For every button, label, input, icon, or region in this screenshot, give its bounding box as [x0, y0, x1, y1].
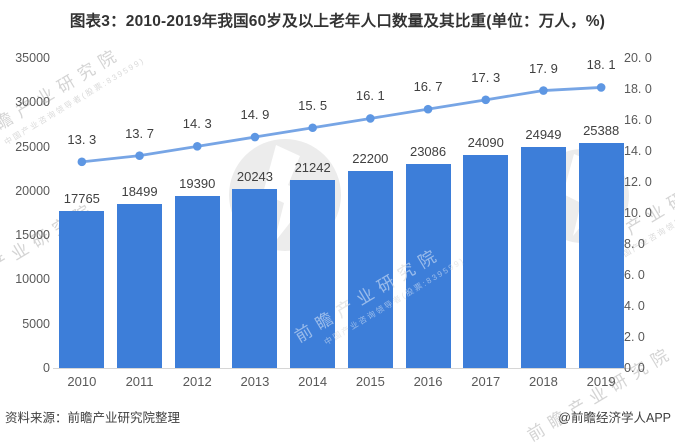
x-axis-year-label: 2015: [355, 374, 385, 389]
y-axis-right-tick-label: 12. 0: [624, 175, 652, 189]
x-axis-year-label: 2019: [586, 374, 616, 389]
x-axis-year-label: 2012: [182, 374, 212, 389]
x-axis-year-label: 2017: [471, 374, 501, 389]
population-bar: [520, 147, 566, 368]
line-marker: [250, 132, 260, 142]
population-bar: [59, 210, 105, 368]
bar-value-label: 21242: [294, 159, 331, 175]
y-axis-right-tick-label: 20. 0: [624, 51, 652, 65]
line-marker: [135, 151, 144, 160]
bar-value-label: 24090: [467, 134, 504, 150]
source-note: 资料来源：前瞻产业研究院整理: [5, 411, 181, 425]
line-marker: [366, 114, 375, 123]
x-axis-year-label: 2011: [125, 374, 154, 389]
y-axis-right-tick-label: 14. 0: [624, 144, 652, 158]
y-axis-right-tick-label: 6. 0: [624, 268, 645, 282]
y-axis-left-tick-label: 0: [43, 361, 50, 375]
population-bar: [174, 196, 220, 368]
y-axis-right-tick-label: 8. 0: [624, 237, 645, 251]
line-marker: [423, 104, 433, 114]
chart-title: 图表3：2010-2019年我国60岁及以上老年人口数量及其比重(单位：万人，%…: [69, 13, 606, 30]
line-marker: [481, 95, 491, 105]
credit-note: @前瞻经济学人APP: [558, 411, 671, 425]
line-value-label: 17. 3: [471, 69, 501, 85]
y-axis-left-tick-label: 30000: [15, 95, 50, 110]
bar-value-label: 17765: [63, 190, 100, 206]
line-marker: [596, 83, 606, 92]
y-axis-left-tick-label: 15000: [15, 228, 50, 243]
population-bar: [347, 171, 393, 368]
bar-value-label: 20243: [236, 168, 274, 184]
y-axis-left-tick-label: 25000: [15, 139, 50, 154]
population-bar: [232, 188, 278, 368]
y-axis-left-tick-label: 20000: [15, 183, 50, 198]
bar-value-label: 22200: [352, 151, 389, 167]
y-axis-left-tick-label: 35000: [15, 51, 50, 65]
x-axis-year-label: 2016: [413, 374, 443, 389]
y-axis-right-tick-label: 18. 0: [624, 82, 652, 96]
population-bar: [117, 204, 163, 368]
line-marker: [539, 86, 548, 95]
x-axis-year-label: 2018: [528, 374, 558, 389]
line-value-label: 14. 9: [240, 107, 270, 123]
y-axis-left-tick-label: 5000: [22, 316, 50, 331]
population-bar: [290, 179, 336, 368]
bar-value-label: 25388: [583, 123, 620, 139]
line-marker: [192, 142, 202, 151]
population-bar: [578, 143, 624, 368]
y-axis-right-tick-label: 2. 0: [624, 330, 645, 344]
line-marker: [77, 157, 87, 167]
bar-value-label: 24949: [525, 127, 562, 143]
y-axis-right-tick-label: 16. 0: [624, 113, 652, 127]
bar-value-label: 23086: [409, 143, 447, 159]
y-axis-right-tick-label: 4. 0: [624, 299, 645, 313]
bar-value-label: 19390: [179, 176, 216, 192]
x-axis-year-label: 2010: [67, 374, 97, 389]
line-value-label: 13. 3: [67, 131, 97, 147]
y-axis-right-tick-label: 0. 0: [624, 361, 645, 375]
x-axis-line: [53, 368, 630, 369]
line-value-label: 13. 7: [125, 125, 154, 141]
line-marker: [308, 123, 317, 133]
line-value-label: 18. 1: [586, 57, 616, 73]
line-value-label: 15. 5: [298, 97, 328, 113]
line-value-label: 17. 9: [528, 60, 558, 76]
population-bar: [463, 154, 509, 368]
population-bar: [405, 163, 451, 368]
line-value-label: 14. 3: [182, 116, 212, 132]
line-value-label: 16. 7: [413, 79, 443, 95]
bar-value-label: 18499: [121, 184, 158, 200]
y-axis-right-tick-label: 10. 0: [624, 206, 652, 220]
y-axis-left-tick-label: 10000: [15, 272, 50, 287]
x-axis-year-label: 2013: [240, 374, 270, 389]
line-value-label: 16. 1: [355, 88, 385, 104]
x-axis-year-label: 2014: [298, 374, 328, 389]
